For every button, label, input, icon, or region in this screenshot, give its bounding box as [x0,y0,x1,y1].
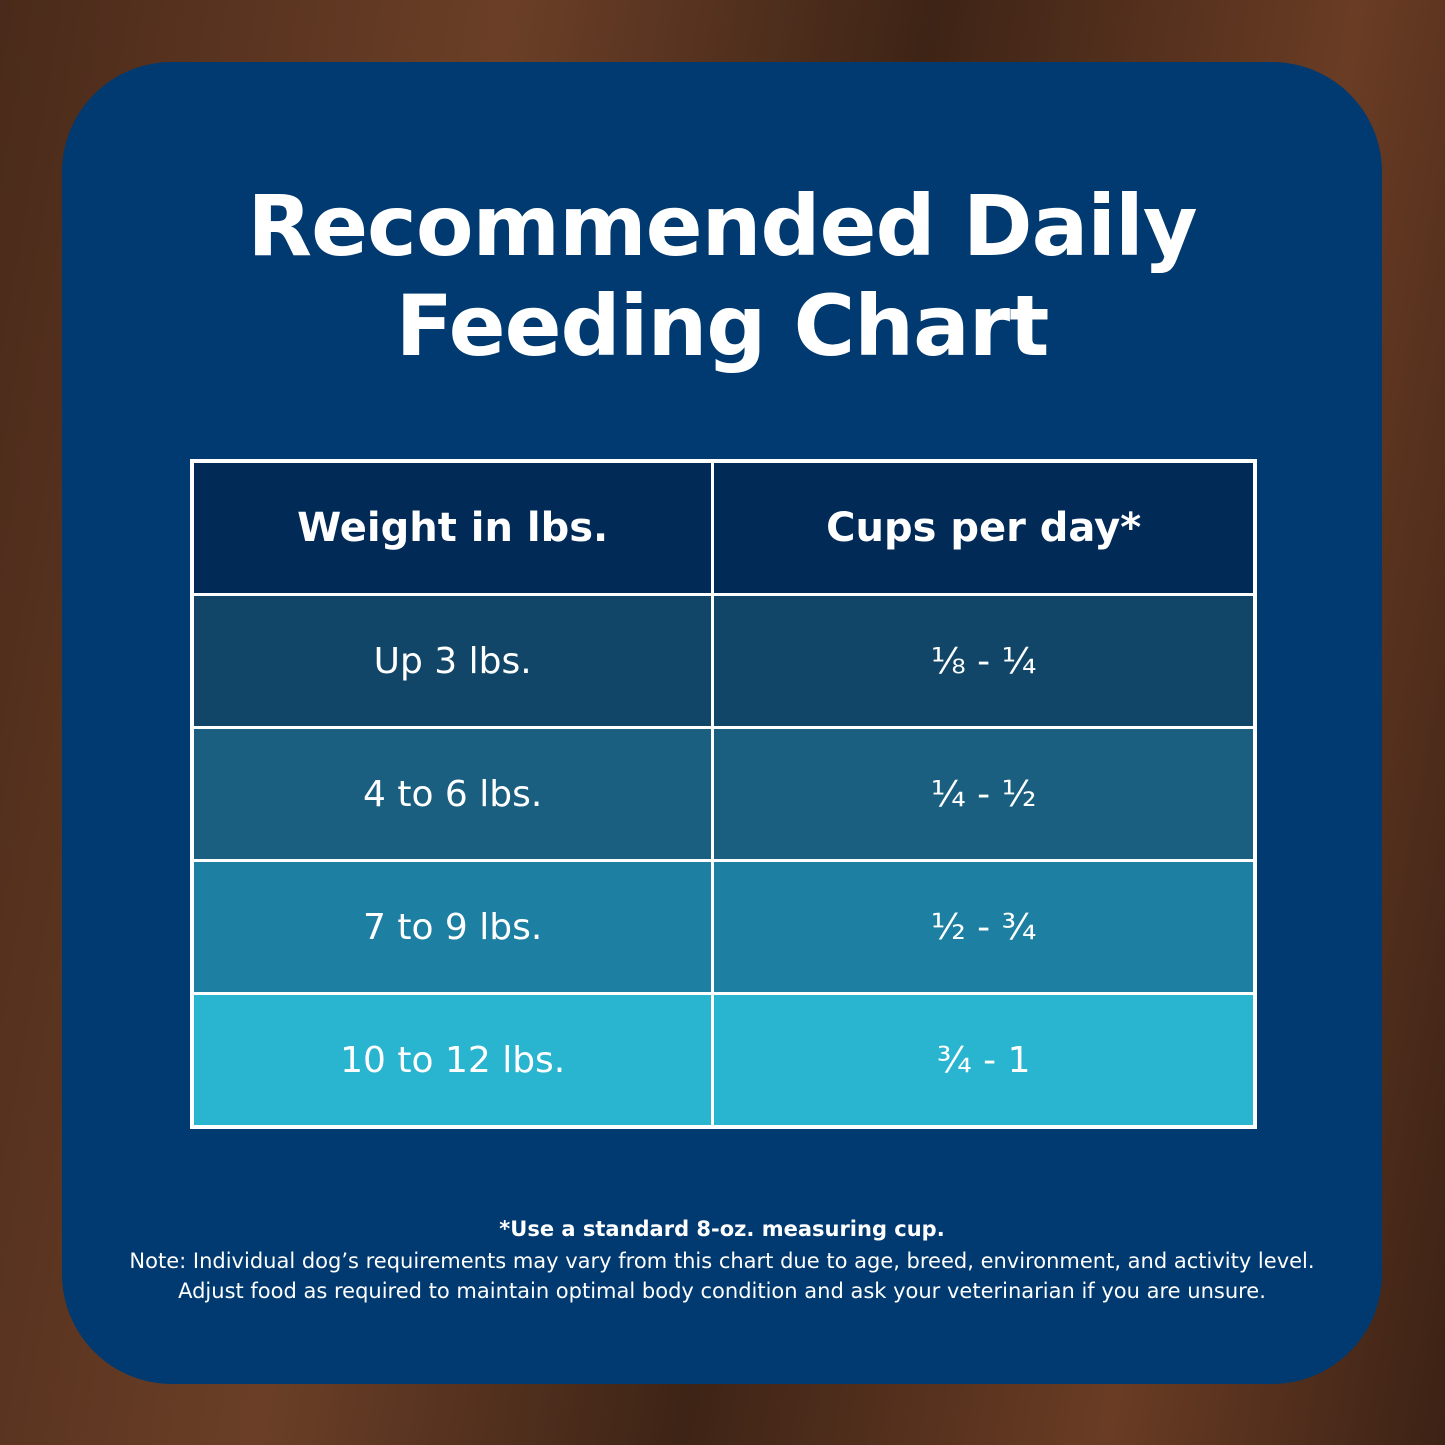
header-cell: Cups per day* [711,459,1257,596]
cell: ½ - ¾ [711,859,1257,995]
feeding-table: Weight in lbs. Cups per day* Up 3 lbs. ⅛… [190,459,1257,1129]
footnote: Adjust food as required to maintain opti… [178,1279,1266,1303]
header-row: Weight in lbs. Cups per day* [190,459,1257,596]
row: 10 to 12 lbs. ¾ - 1 [190,992,1257,1129]
footnote: Note: Individual dog’s requirements may … [129,1249,1315,1273]
cell: ¼ - ½ [711,726,1257,862]
cell: ⅛ - ¼ [711,593,1257,729]
cell: 4 to 6 lbs. [190,726,715,862]
cell: 10 to 12 lbs. [190,992,715,1129]
footnote: *Use a standard 8-oz. measuring cup. [499,1217,945,1241]
card: Recommended Daily Feeding Chart Weight i… [62,62,1382,1384]
row: Up 3 lbs. ⅛ - ¼ [190,593,1257,729]
cell: 7 to 9 lbs. [190,859,715,995]
row: 7 to 9 lbs. ½ - ¾ [190,859,1257,995]
title: Recommended Daily [247,177,1197,275]
title: Feeding Chart [395,277,1050,375]
header-cell: Weight in lbs. [190,459,715,596]
cell: Up 3 lbs. [190,593,715,729]
row: 4 to 6 lbs. ¼ - ½ [190,726,1257,862]
cell: ¾ - 1 [711,992,1257,1129]
